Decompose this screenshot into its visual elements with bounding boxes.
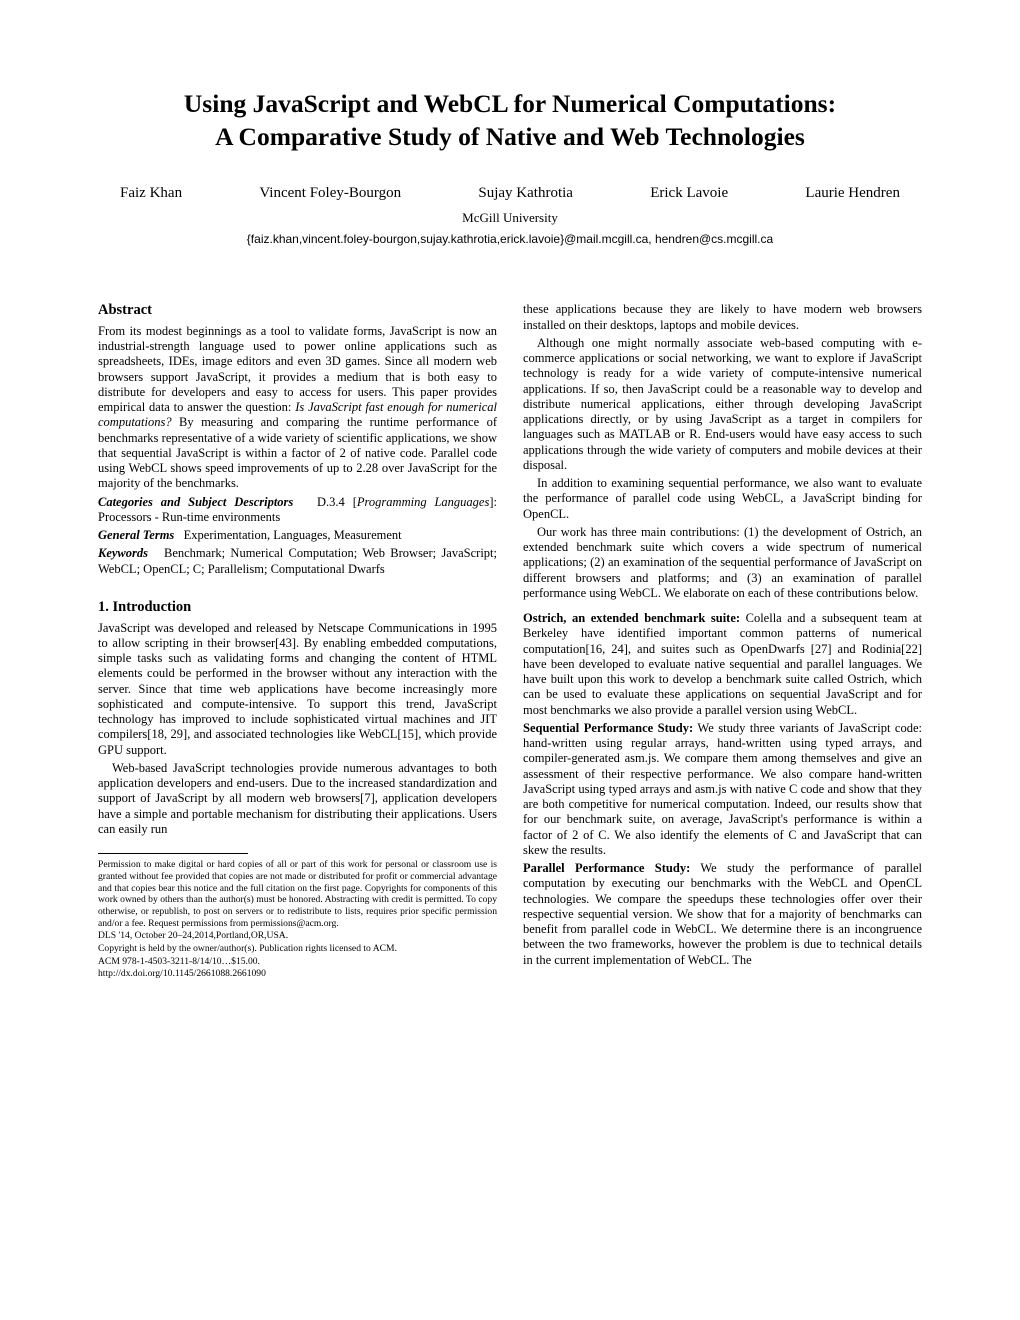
general-terms: General Terms Experimentation, Languages… — [98, 528, 497, 543]
abstract-heading: Abstract — [98, 302, 497, 320]
contribution-text: Colella and a subsequent team at Berkele… — [523, 611, 922, 717]
author-list: Faiz Khan Vincent Foley-Bourgon Sujay Ka… — [120, 185, 900, 202]
footnote-permission: Permission to make digital or hard copie… — [98, 859, 497, 929]
title-line-1: Using JavaScript and WebCL for Numerical… — [184, 89, 836, 118]
two-column-body: Abstract From its modest beginnings as a… — [98, 302, 922, 981]
footnote-conference: DLS '14, October 20–24,2014,Portland,OR,… — [98, 930, 497, 942]
contribution-text: We study the performance of parallel com… — [523, 861, 922, 967]
author: Faiz Khan — [120, 185, 182, 202]
contribution-item: Sequential Performance Study: We study t… — [523, 721, 922, 858]
footnote-rule — [98, 853, 248, 854]
contribution-lead: Parallel Performance Study: — [523, 861, 690, 875]
page: Using JavaScript and WebCL for Numerical… — [0, 0, 1020, 1320]
footnote-doi: http://dx.doi.org/10.1145/2661088.266109… — [98, 968, 497, 980]
terms-text: Experimentation, Languages, Measurement — [184, 528, 402, 542]
categories-descriptors: Categories and Subject Descriptors D.3.4… — [98, 495, 497, 526]
categories-label: Categories and Subject Descriptors — [98, 495, 293, 509]
right-para-4: Our work has three main contributions: (… — [523, 525, 922, 601]
intro-para-1: JavaScript was developed and released by… — [98, 621, 497, 758]
paper-title: Using JavaScript and WebCL for Numerical… — [98, 88, 922, 153]
terms-label: General Terms — [98, 528, 174, 542]
contribution-item: Ostrich, an extended benchmark suite: Co… — [523, 611, 922, 718]
contribution-list: Ostrich, an extended benchmark suite: Co… — [523, 611, 922, 968]
emails: {faiz.khan,vincent.foley-bourgon,sujay.k… — [98, 232, 922, 246]
contribution-lead: Ostrich, an extended benchmark suite: — [523, 611, 740, 625]
introduction-heading: 1. Introduction — [98, 599, 497, 617]
keywords-label: Keywords — [98, 546, 148, 560]
footnote-copyright: Copyright is held by the owner/author(s)… — [98, 943, 497, 955]
affiliation: McGill University — [98, 210, 922, 226]
keywords-text: Benchmark; Numerical Computation; Web Br… — [98, 546, 497, 575]
copyright-footnote: Permission to make digital or hard copie… — [98, 859, 497, 980]
contribution-text: We study three variants of JavaScript co… — [523, 721, 922, 857]
author: Erick Lavoie — [650, 185, 728, 202]
left-column: Abstract From its modest beginnings as a… — [98, 302, 497, 981]
contribution-lead: Sequential Performance Study: — [523, 721, 693, 735]
right-para-1: these applications because they are like… — [523, 302, 922, 333]
right-para-2: Although one might normally associate we… — [523, 336, 922, 473]
footnote-isbn: ACM 978-1-4503-3211-8/14/10…$15.00. — [98, 956, 497, 968]
intro-para-2: Web-based JavaScript technologies provid… — [98, 761, 497, 837]
keywords: Keywords Benchmark; Numerical Computatio… — [98, 546, 497, 577]
author: Vincent Foley-Bourgon — [259, 185, 401, 202]
categories-italic: Programming Languages — [357, 495, 489, 509]
author: Sujay Kathrotia — [478, 185, 573, 202]
contribution-item: Parallel Performance Study: We study the… — [523, 861, 922, 968]
right-column: these applications because they are like… — [523, 302, 922, 981]
title-line-2: A Comparative Study of Native and Web Te… — [215, 122, 805, 151]
right-para-3: In addition to examining sequential perf… — [523, 476, 922, 522]
categories-code: D.3.4 [ — [317, 495, 357, 509]
author: Laurie Hendren — [805, 185, 900, 202]
abstract-paragraph: From its modest beginnings as a tool to … — [98, 324, 497, 492]
